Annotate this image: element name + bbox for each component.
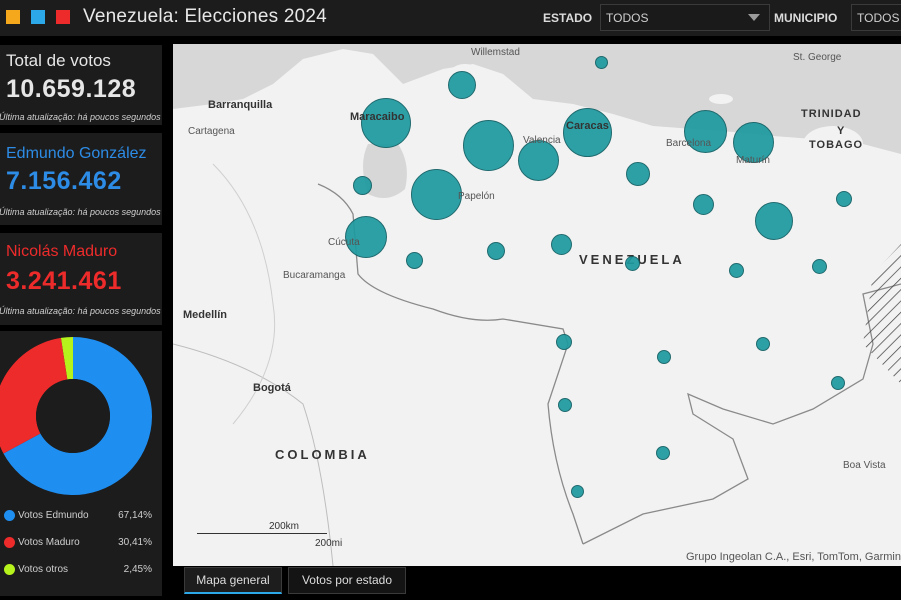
legend-item-edmundo: Votos Edmundo 67,14% xyxy=(4,509,156,523)
maduro-card: Nicolás Maduro 3.241.461 Última atualiza… xyxy=(0,233,162,325)
map-label-st-george: St. George xyxy=(793,52,842,63)
map-bubble[interactable] xyxy=(487,242,505,260)
map-bubble-maturin[interactable] xyxy=(733,122,774,163)
maduro-value: 3.241.461 xyxy=(6,267,122,295)
vote-share-chart-card: Votos Edmundo 67,14% Votos Maduro 30,41%… xyxy=(0,331,162,596)
map-bubble[interactable] xyxy=(831,376,845,390)
chevron-down-icon xyxy=(748,14,760,21)
legend-value: 67,14% xyxy=(118,510,152,521)
legend-swatch xyxy=(4,564,15,575)
legend-item-otros: Votos otros 2,45% xyxy=(4,563,156,577)
legend-swatch xyxy=(4,537,15,548)
vote-share-donut-chart xyxy=(0,337,152,495)
map-label-barcelona: Barcelona xyxy=(666,138,712,149)
map-scale-bar: 200km 200mi xyxy=(197,520,347,550)
map-label-trinidad-2: Y xyxy=(837,125,845,137)
red-square-icon xyxy=(56,10,70,24)
edmundo-title: Edmundo González xyxy=(6,145,147,162)
map-label-cartagena: Cartagena xyxy=(188,126,235,137)
basemap xyxy=(173,44,901,566)
map-bubble[interactable] xyxy=(657,350,671,364)
legend-label: Votos otros xyxy=(18,564,69,575)
estado-select[interactable]: TODOS xyxy=(600,4,770,31)
blue-square-icon xyxy=(31,10,45,24)
donut-slice-votos-maduro[interactable] xyxy=(0,337,68,454)
map-bubble-cucuta[interactable] xyxy=(345,216,387,258)
map-bubble[interactable] xyxy=(571,485,584,498)
maduro-title: Nicolás Maduro xyxy=(6,243,118,260)
map-bubble[interactable] xyxy=(595,56,608,69)
municipio-select[interactable]: TODOS xyxy=(851,4,901,31)
estado-filter-label: ESTADO xyxy=(543,11,593,25)
map-label-medellin: Medellín xyxy=(183,309,228,321)
results-map[interactable]: Willemstad St. George Barranquilla Carta… xyxy=(173,44,901,566)
map-label-willemstad: Willemstad xyxy=(471,47,520,58)
edmundo-card: Edmundo González 7.156.462 Última atuali… xyxy=(0,133,162,225)
map-bubble[interactable] xyxy=(556,334,572,350)
map-bubble[interactable] xyxy=(353,176,372,195)
map-label-trinidad-1: TRINIDAD xyxy=(801,108,862,120)
view-tabs: Mapa general Votos por estado xyxy=(173,566,901,600)
map-bubble[interactable] xyxy=(693,194,714,215)
map-bubble-maracaibo[interactable] xyxy=(361,98,411,148)
map-label-caracas: Caracas xyxy=(566,120,609,132)
map-bubble[interactable] xyxy=(626,162,650,186)
map-bubble[interactable] xyxy=(463,120,514,171)
map-bubble[interactable] xyxy=(551,234,572,255)
map-label-bucaramanga: Bucaramanga xyxy=(283,270,346,281)
map-label-bogota: Bogotá xyxy=(253,382,291,394)
legend-label: Votos Edmundo xyxy=(18,510,89,521)
tab-votos-por-estado[interactable]: Votos por estado xyxy=(288,567,406,594)
total-votes-updated: Última atualização: há poucos segundos xyxy=(0,112,161,122)
scale-mi-label: 200mi xyxy=(315,538,343,549)
donut-slice-votos-otros[interactable] xyxy=(60,337,73,380)
legend-item-maduro: Votos Maduro 30,41% xyxy=(4,536,156,550)
map-attribution: Grupo Ingeolan C.A., Esri, TomTom, Garmi… xyxy=(686,551,901,563)
legend-value: 2,45% xyxy=(123,564,152,575)
map-bubble-papelon[interactable] xyxy=(411,169,462,220)
edmundo-updated: Última atualização: há poucos segundos xyxy=(0,207,161,217)
map-bubble[interactable] xyxy=(812,259,827,274)
legend-value: 30,41% xyxy=(118,537,152,548)
map-bubble[interactable] xyxy=(656,446,670,460)
scale-km-label: 200km xyxy=(269,521,300,532)
map-label-trinidad-3: TOBAGO xyxy=(809,139,864,151)
legend-swatch xyxy=(4,510,15,521)
page-title: Venezuela: Elecciones 2024 xyxy=(83,6,327,27)
scale-line xyxy=(197,533,327,534)
map-label-boa-vista: Boa Vista xyxy=(843,460,886,471)
map-bubble[interactable] xyxy=(625,256,640,271)
map-label-papelon: Papelón xyxy=(458,191,495,202)
legend-label: Votos Maduro xyxy=(18,537,80,548)
map-label-cucuta: Cúcuta xyxy=(328,237,360,248)
donut-slice-votos-edmundo[interactable] xyxy=(3,337,152,495)
map-label-barranquilla: Barranquilla xyxy=(208,99,273,111)
edmundo-value: 7.156.462 xyxy=(6,167,122,195)
map-bubble[interactable] xyxy=(558,398,572,412)
map-bubble[interactable] xyxy=(729,263,744,278)
app-header: Venezuela: Elecciones 2024 ESTADO TODOS … xyxy=(0,0,901,36)
municipio-filter-label: MUNICIPIO xyxy=(774,11,838,25)
total-votes-card: Total de votos 10.659.128 Última atualiz… xyxy=(0,45,162,125)
map-label-maturin: Maturín xyxy=(736,155,770,166)
map-bubble-barcelona[interactable] xyxy=(684,110,727,153)
map-bubble[interactable] xyxy=(756,337,770,351)
map-bubble[interactable] xyxy=(836,191,852,207)
tab-mapa-general[interactable]: Mapa general xyxy=(184,567,282,594)
map-bubble-valencia[interactable] xyxy=(518,140,559,181)
map-bubble[interactable] xyxy=(448,71,476,99)
map-label-maracaibo: Maracaibo xyxy=(350,111,405,123)
map-bubble-caracas[interactable] xyxy=(563,108,612,157)
map-label-valencia: Valencia xyxy=(523,135,561,146)
estado-select-value: TODOS xyxy=(606,11,649,25)
total-votes-value: 10.659.128 xyxy=(6,75,137,103)
orange-square-icon xyxy=(6,10,20,24)
donut-hole xyxy=(36,379,110,453)
maduro-updated: Última atualização: há poucos segundos xyxy=(0,306,161,316)
map-label-colombia: COLOMBIA xyxy=(275,447,370,462)
map-bubble[interactable] xyxy=(755,202,793,240)
total-votes-title: Total de votos xyxy=(6,51,111,70)
map-bubble[interactable] xyxy=(406,252,423,269)
municipio-select-value: TODOS xyxy=(857,11,900,25)
